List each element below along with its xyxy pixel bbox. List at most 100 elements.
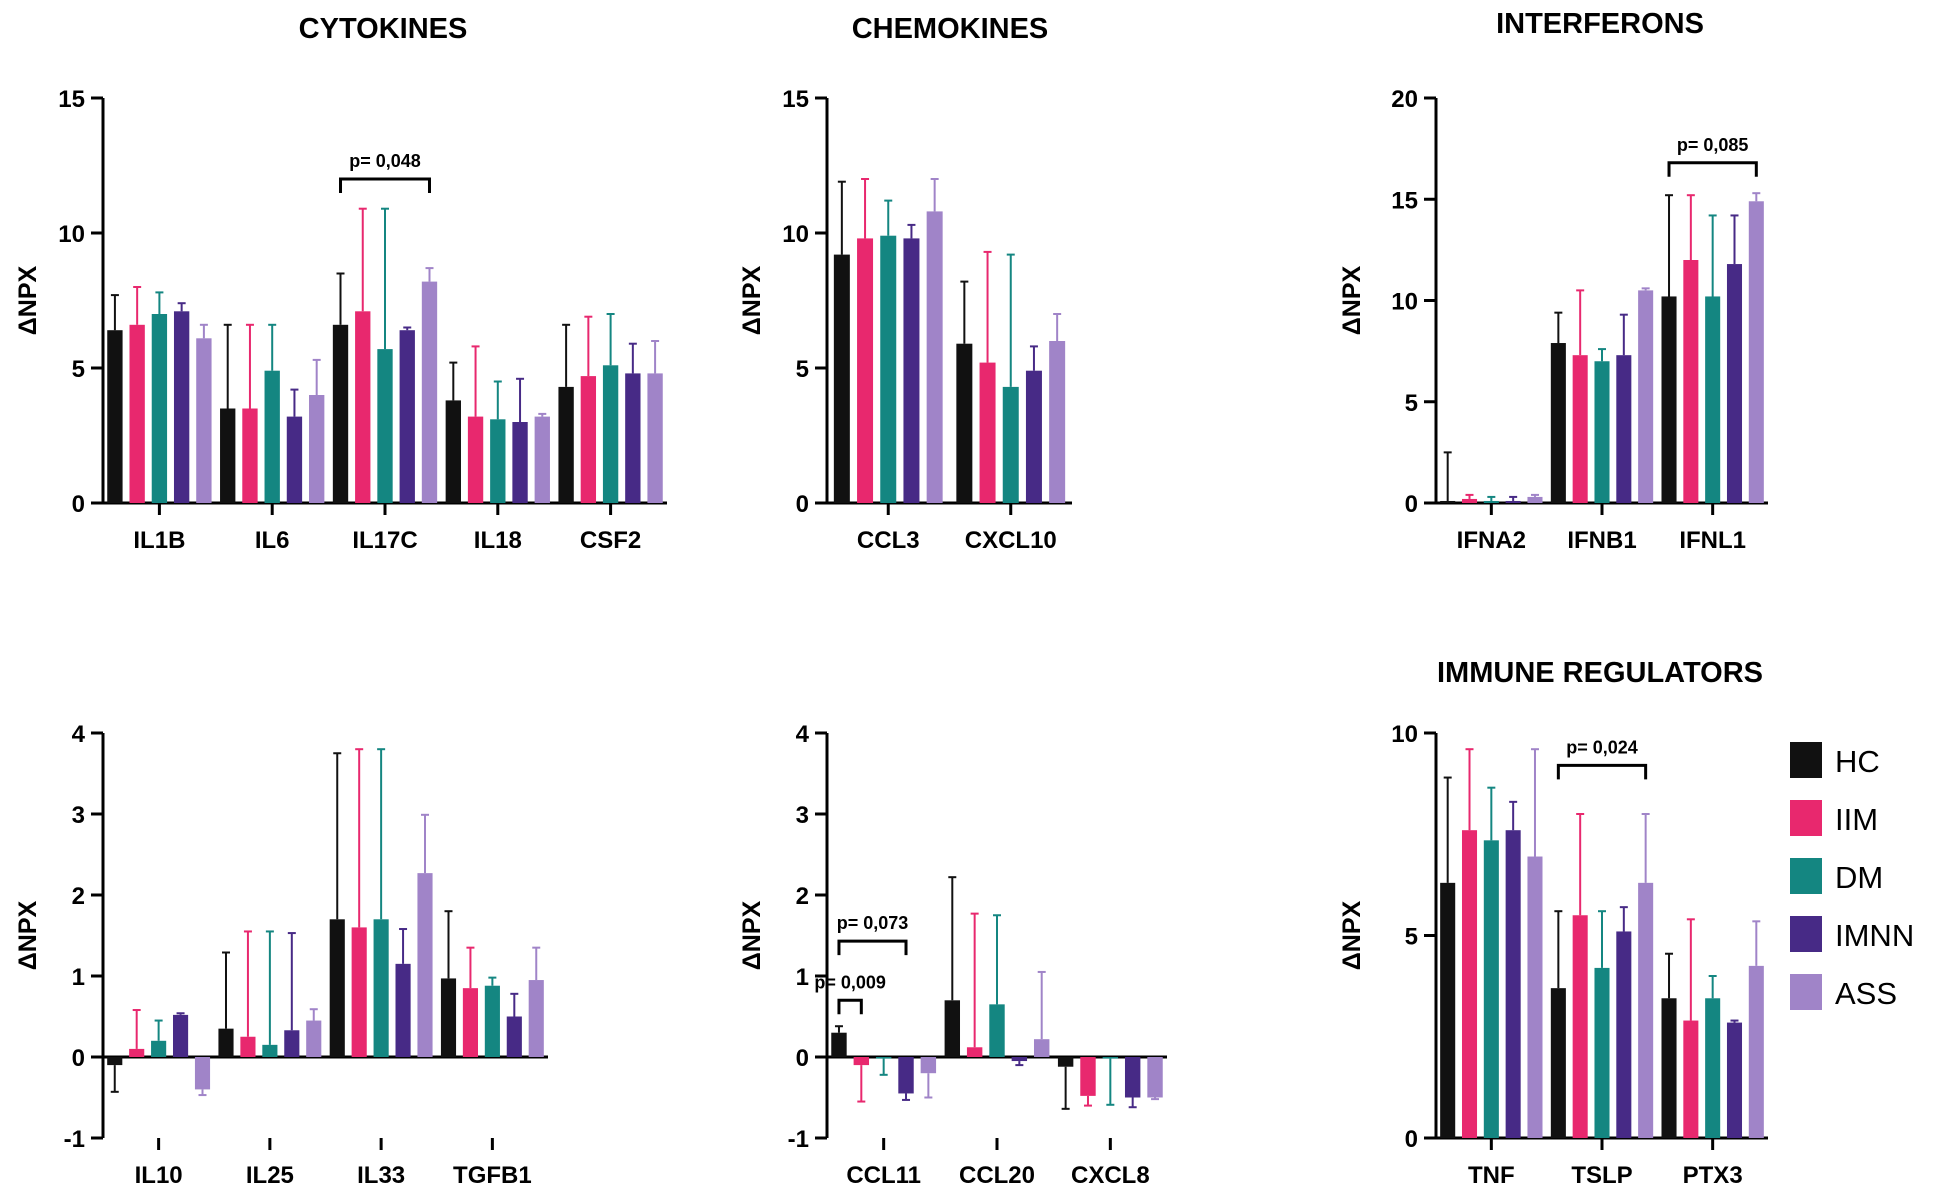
- bar-il1b-dm: [151, 314, 168, 503]
- y-axis-label: ΔNPX: [738, 265, 766, 335]
- legend-swatch-imnn: [1790, 916, 1822, 952]
- bar-il18-iim: [467, 416, 484, 503]
- y-tick-label: 20: [1391, 86, 1418, 113]
- bar-il10-imnn: [172, 1014, 189, 1057]
- bar-ifna2-imnn: [1505, 500, 1521, 503]
- bar-ccl20-iim: [966, 1047, 983, 1057]
- bar-il18-imnn: [512, 422, 528, 503]
- y-tick-label: 15: [58, 86, 85, 113]
- significance-bracket: [1667, 161, 1758, 177]
- y-tick-label: -1: [64, 1126, 85, 1153]
- category-label-il1b: IL1B: [133, 527, 185, 554]
- y-tick-label: 2: [796, 883, 809, 910]
- y-tick-label: 10: [1391, 721, 1418, 748]
- y-tick-label: 3: [796, 802, 809, 829]
- y-tick-label: 0: [1405, 1126, 1418, 1153]
- bar-il33-hc: [329, 919, 345, 1057]
- bar-ccl11-imnn: [898, 1057, 914, 1094]
- bar-ifnb1-ass: [1638, 290, 1654, 503]
- category-label-ccl20: CCL20: [959, 1162, 1035, 1189]
- y-axis-label: ΔNPX: [1338, 265, 1366, 335]
- bar-il17c-hc: [332, 324, 349, 503]
- bar-cxcl8-hc: [1057, 1057, 1074, 1067]
- legend-swatch-iim: [1790, 800, 1822, 836]
- category-label-il17c: IL17C: [352, 527, 417, 554]
- bar-tslp-ass: [1638, 882, 1654, 1138]
- panel-chart-4: ΔNPX -1 0 1 2 3 4 IL10 IL25 IL33 TGFB1: [14, 721, 548, 1189]
- y-tick-label: 0: [72, 491, 85, 518]
- category-label-ifnb1: IFNB1: [1567, 527, 1636, 554]
- bar-ccl11-dm: [875, 1057, 892, 1059]
- bar-ifnb1-iim: [1572, 355, 1588, 503]
- bar-il33-imnn: [395, 963, 411, 1057]
- y-tick-label: 4: [72, 721, 86, 748]
- bar-ccl3-ass: [926, 211, 943, 503]
- y-tick-label: 0: [72, 1045, 85, 1072]
- bar-ptx3-iim: [1683, 1020, 1699, 1138]
- category-label-il18: IL18: [474, 527, 522, 554]
- p-value-label: p= 0,073: [837, 913, 909, 933]
- y-tick-label: 4: [796, 721, 810, 748]
- category-label-ifnl1: IFNL1: [1679, 527, 1746, 554]
- bar-il25-hc: [218, 1028, 234, 1057]
- panel-title: INTERFERONS: [1496, 8, 1704, 40]
- category-label-tnf: TNF: [1468, 1162, 1515, 1189]
- y-tick-label: 10: [58, 221, 85, 248]
- category-label-ccl3: CCL3: [857, 527, 920, 554]
- y-tick-label: 10: [782, 221, 809, 248]
- bar-tgfb1-hc: [440, 978, 457, 1057]
- bar-tnf-imnn: [1505, 830, 1521, 1138]
- bar-cxcl10-hc: [956, 343, 973, 503]
- bar-tgfb1-imnn: [506, 1016, 522, 1057]
- y-tick-label: 5: [1405, 924, 1418, 951]
- bar-ifnl1-ass: [1748, 201, 1764, 503]
- y-tick-label: 1: [796, 964, 809, 991]
- bar-il17c-imnn: [399, 330, 415, 503]
- y-tick-label: 3: [72, 802, 85, 829]
- bar-cxcl8-ass: [1147, 1057, 1163, 1098]
- category-label-il10: IL10: [135, 1162, 183, 1189]
- bar-tnf-dm: [1483, 840, 1499, 1138]
- bar-ifna2-ass: [1527, 496, 1543, 503]
- bar-ccl20-ass: [1033, 1039, 1050, 1057]
- panel-cytokines: CYTOKINES ΔNPX 0 5 10 15 IL1B IL6 IL17C IL18 CSF2 p…: [14, 13, 667, 554]
- bar-ccl3-hc: [833, 254, 850, 503]
- bar-ifna2-dm: [1483, 500, 1499, 503]
- significance-bracket: [339, 177, 431, 193]
- bar-tslp-imnn: [1616, 931, 1632, 1138]
- bar-csf2-dm: [602, 365, 619, 503]
- bar-csf2-iim: [580, 376, 597, 503]
- bar-il1b-hc: [107, 330, 123, 503]
- significance-bracket: [837, 998, 863, 1015]
- panel-title: CYTOKINES: [299, 13, 468, 45]
- bar-il10-hc: [107, 1057, 123, 1066]
- bar-tgfb1-dm: [484, 985, 500, 1057]
- p-value-label: p= 0,009: [814, 972, 886, 992]
- bar-ccl11-hc: [831, 1032, 847, 1057]
- bar-il10-ass: [194, 1057, 211, 1090]
- bar-ptx3-dm: [1705, 998, 1721, 1138]
- bar-il10-iim: [129, 1048, 145, 1057]
- y-axis-label: ΔNPX: [14, 265, 42, 335]
- legend-label-hc: HC: [1835, 744, 1880, 779]
- bar-tgfb1-ass: [528, 980, 544, 1057]
- category-label-tgfb1: TGFB1: [453, 1162, 532, 1189]
- y-tick-label: 5: [796, 356, 809, 383]
- bar-il10-dm: [151, 1040, 167, 1057]
- bar-il33-iim: [351, 927, 367, 1057]
- category-label-ccl11: CCL11: [846, 1162, 921, 1189]
- legend-label-imnn: IMNN: [1835, 918, 1914, 953]
- bar-ifna2-iim: [1461, 498, 1478, 503]
- bar-ptx3-ass: [1748, 965, 1764, 1138]
- bar-ifnl1-iim: [1683, 260, 1699, 503]
- panel-title: CHEMOKINES: [852, 13, 1049, 45]
- panel-title: IMMUNE REGULATORS: [1437, 657, 1763, 689]
- bar-il18-hc: [445, 400, 461, 503]
- y-tick-label: 15: [1391, 187, 1418, 214]
- bar-il25-imnn: [284, 1030, 300, 1057]
- y-tick-label: 0: [1405, 491, 1418, 518]
- legend-label-ass: ASS: [1835, 976, 1897, 1011]
- bar-il6-ass: [309, 395, 325, 503]
- y-tick-label: 0: [796, 491, 809, 518]
